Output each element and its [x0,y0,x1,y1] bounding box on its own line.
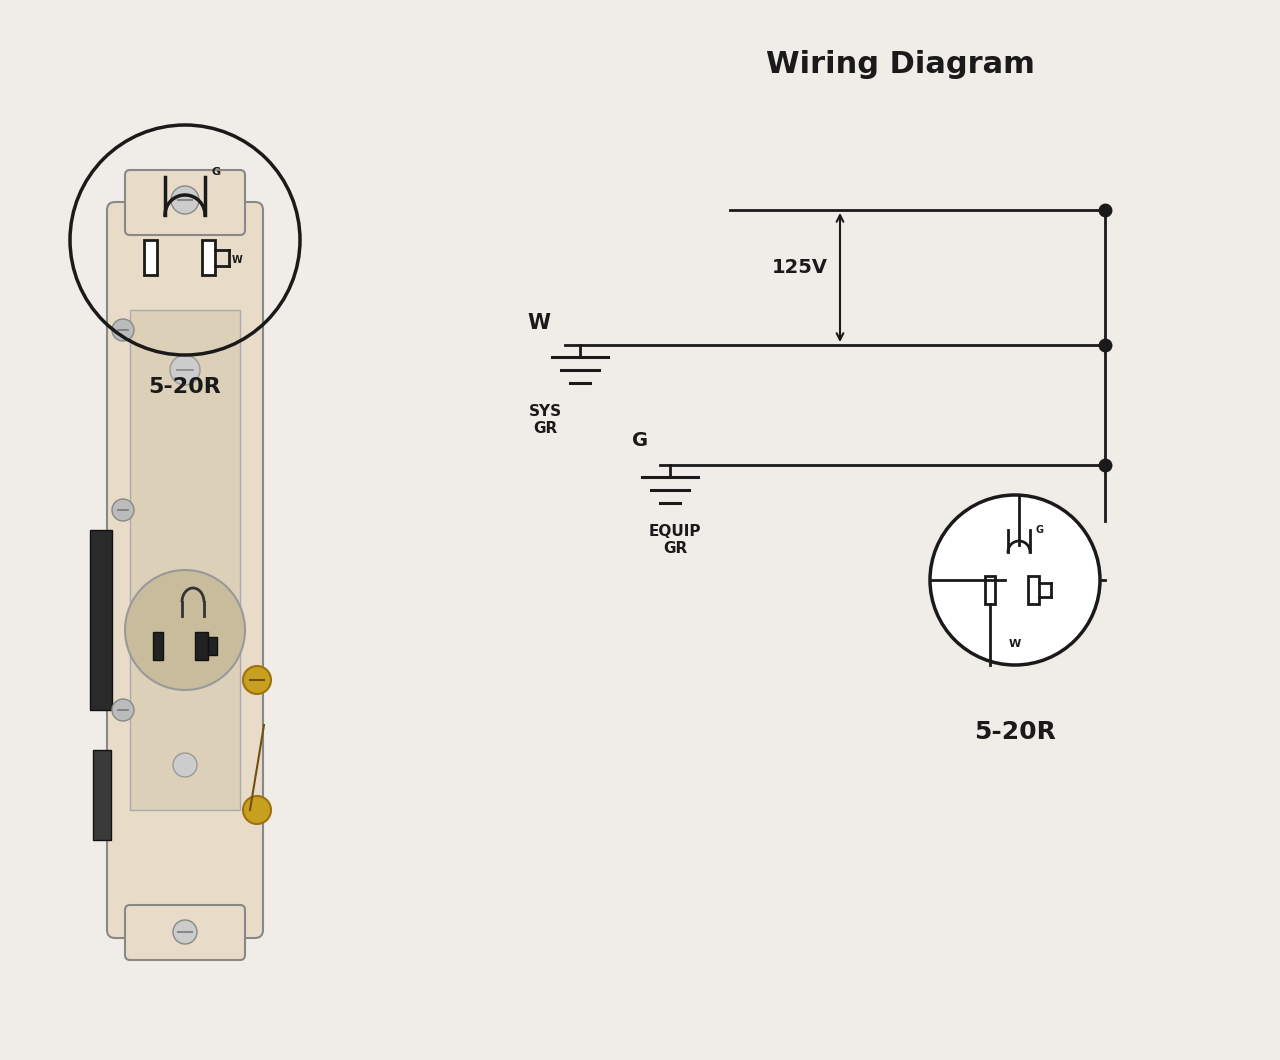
Text: W: W [1009,639,1021,649]
Text: 125V: 125V [772,258,828,277]
Circle shape [113,499,134,522]
Circle shape [113,699,134,721]
Circle shape [243,796,271,824]
Circle shape [125,570,244,690]
FancyBboxPatch shape [125,905,244,960]
Bar [1028,576,1038,604]
FancyBboxPatch shape [108,202,262,938]
Circle shape [173,753,197,777]
Bar [154,632,163,660]
Text: 5-20R: 5-20R [148,377,221,398]
Bar [131,310,241,810]
Circle shape [113,319,134,341]
Circle shape [931,495,1100,665]
Circle shape [172,186,198,214]
Circle shape [243,666,271,694]
Text: EQUIP
GR: EQUIP GR [649,524,701,556]
Bar [201,241,215,276]
Text: 5-20R: 5-20R [974,720,1056,744]
Bar [143,241,156,276]
Text: G: G [632,431,648,450]
Text: SYS
GR: SYS GR [529,404,562,437]
Text: G: G [212,167,221,177]
Circle shape [173,920,197,944]
Text: W: W [232,255,242,265]
Bar [90,530,113,710]
Bar [207,637,218,655]
Bar [195,632,209,660]
Text: G: G [1036,525,1044,535]
Text: Wiring Diagram: Wiring Diagram [765,50,1034,80]
Bar [93,750,111,840]
Circle shape [170,355,200,385]
Text: W: W [527,313,550,333]
Bar [986,576,995,604]
FancyBboxPatch shape [125,170,244,235]
